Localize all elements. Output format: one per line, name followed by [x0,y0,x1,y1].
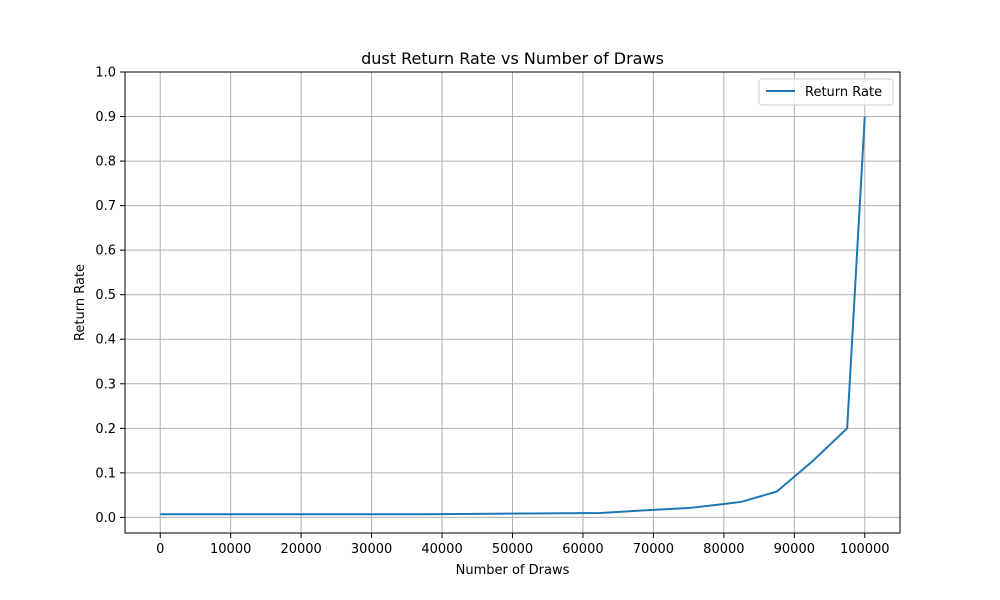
x-tick-label: 0 [156,542,164,557]
y-tick-label: 0.8 [95,155,116,170]
x-tick-label: 70000 [633,542,674,557]
x-axis-title: Number of Draws [456,563,570,578]
legend: Return Rate [758,78,894,106]
x-tick-label: 90000 [774,542,815,557]
y-tick-label: 0.1 [95,466,116,481]
y-tick-label: 0.3 [95,377,116,392]
x-tick-label: 10000 [210,542,251,557]
y-axis-title: Return Rate [73,264,88,341]
x-tick-label: 30000 [351,542,392,557]
y-tick-label: 0.2 [95,422,116,437]
y-tick-label: 0.4 [95,333,116,348]
x-axis: 0 10000 20000 30000 40000 50000 60000 70000 8000… [156,533,890,557]
x-tick-label: 40000 [421,542,462,557]
x-tick-label: 20000 [280,542,321,557]
y-tick-label: 1.0 [95,66,116,81]
x-tick-label: 100000 [840,542,890,557]
legend-box [758,78,894,106]
y-tick-label: 0.5 [95,288,116,303]
series-line-0 [160,116,866,516]
y-tick-label: 0.0 [95,511,116,526]
series-layer [160,116,866,516]
chart-title: dust Return Rate vs Number of Draws [361,49,664,68]
x-tick-label: 60000 [562,542,603,557]
y-tick-label: 0.7 [95,199,116,214]
y-axis: 0.0 0.1 0.2 0.3 0.4 0.5 0.6 0.7 0.8 0.9 1.0 [95,66,125,526]
y-tick-label: 0.9 [95,110,116,125]
y-tick-label: 0.6 [95,244,116,259]
x-tick-label: 50000 [492,542,533,557]
legend-label: Return Rate [805,85,882,100]
x-tick-label: 80000 [703,542,744,557]
